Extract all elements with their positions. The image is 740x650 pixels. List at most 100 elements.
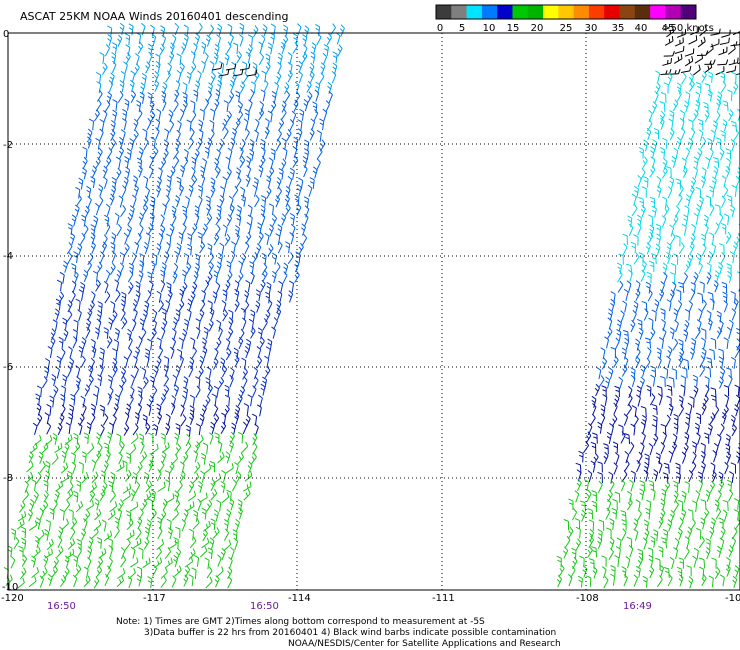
wind-barb (182, 328, 188, 342)
wind-barb (662, 528, 669, 541)
wind-barb (718, 213, 724, 226)
wind-barb (66, 310, 73, 323)
wind-barb (640, 442, 645, 455)
wind-barb (249, 148, 255, 161)
wind-barb (251, 413, 258, 426)
wind-barb (171, 205, 177, 219)
wind-barb (680, 384, 686, 397)
wind-barb (592, 403, 597, 416)
wind-barb (183, 574, 189, 587)
wind-barb (636, 385, 642, 398)
wind-barb (227, 576, 233, 589)
wind-barb (186, 262, 192, 275)
wind-barb (280, 108, 287, 121)
wind-barb (733, 128, 740, 141)
plot-frame (7, 32, 740, 591)
wind-barb (675, 462, 681, 475)
wind-barb (108, 386, 114, 399)
wind-barb (68, 412, 74, 425)
wind-barb (660, 308, 666, 320)
wind-barb (75, 365, 81, 378)
wind-barb (663, 204, 670, 217)
plot-background (8, 33, 740, 590)
wind-barb (54, 489, 60, 503)
wind-barb (188, 137, 194, 150)
wind-barb (185, 441, 192, 454)
wind-barb (669, 68, 681, 75)
wind-barb (77, 243, 83, 256)
wind-barb (247, 44, 253, 57)
wind-barb (193, 89, 199, 102)
wind-barb (156, 290, 162, 303)
wind-barb (311, 42, 317, 55)
wind-barb (303, 44, 308, 57)
wind-barb (596, 367, 602, 380)
wind-barb (142, 414, 148, 427)
wind-barb (640, 204, 646, 218)
wind-barb (609, 537, 615, 550)
wind-barb (637, 555, 643, 569)
wind-barb (190, 337, 196, 350)
wind-barb (706, 357, 713, 369)
y-tick-label: -10 (2, 582, 18, 593)
wind-barb (176, 53, 182, 66)
wind-barb (233, 347, 239, 360)
wind-barb (141, 498, 148, 512)
wind-barb (160, 567, 168, 579)
wind-barb (676, 82, 682, 95)
wind-barb (142, 309, 148, 322)
wind-barb (646, 384, 652, 397)
wind-barb (221, 300, 227, 313)
wind-barb (107, 431, 113, 444)
legend-swatch (436, 5, 452, 19)
wind-barb (289, 213, 295, 225)
wind-barb (216, 148, 221, 162)
wind-barb (99, 404, 105, 417)
wind-barb (51, 373, 57, 387)
wind-barb (711, 243, 717, 256)
wind-barb (111, 60, 117, 74)
wind-barb (145, 232, 151, 245)
wind-barb (658, 337, 665, 349)
wind-barb (576, 478, 582, 492)
wind-barb (197, 498, 202, 511)
wind-barb (678, 557, 684, 569)
wind-barb (119, 252, 125, 265)
legend-label: >50 knots (662, 23, 714, 34)
pass-time-label: 16:50 (47, 601, 76, 612)
wind-barb (150, 443, 159, 455)
wind-barb (244, 241, 250, 255)
wind-barb (105, 203, 111, 217)
wind-barb (76, 480, 82, 492)
note-line-1: Note: 1) Times are GMT 2)Times along bot… (116, 617, 485, 627)
wind-barb (277, 241, 283, 254)
wind-barb (201, 537, 210, 549)
wind-barb (658, 545, 664, 558)
wind-barb (647, 347, 652, 360)
wind-barb (622, 329, 629, 341)
wind-barb (276, 176, 282, 190)
wind-barb (188, 184, 194, 198)
wind-barb (276, 299, 282, 313)
wind-barb (123, 232, 129, 245)
wind-barb (218, 69, 230, 77)
wind-barb (229, 79, 235, 93)
wind-barb (322, 52, 328, 66)
wind-barb (202, 346, 208, 359)
wind-barb (189, 412, 195, 425)
wind-barb (707, 137, 713, 150)
wind-barb (225, 338, 231, 351)
wind-barb (182, 99, 188, 113)
wind-barb (207, 243, 213, 256)
wind-barb (668, 403, 674, 416)
wind-barb (723, 300, 728, 313)
wind-barb (623, 459, 630, 472)
wind-barb (275, 138, 281, 152)
wind-barb (180, 165, 186, 178)
wind-barb (667, 186, 673, 199)
wind-barb (601, 566, 607, 579)
wind-barb (128, 336, 133, 349)
chart-title: ASCAT 25KM NOAA Winds 20160401 descendin… (20, 10, 288, 23)
wind-barb (719, 37, 730, 46)
wind-barb (710, 337, 717, 349)
